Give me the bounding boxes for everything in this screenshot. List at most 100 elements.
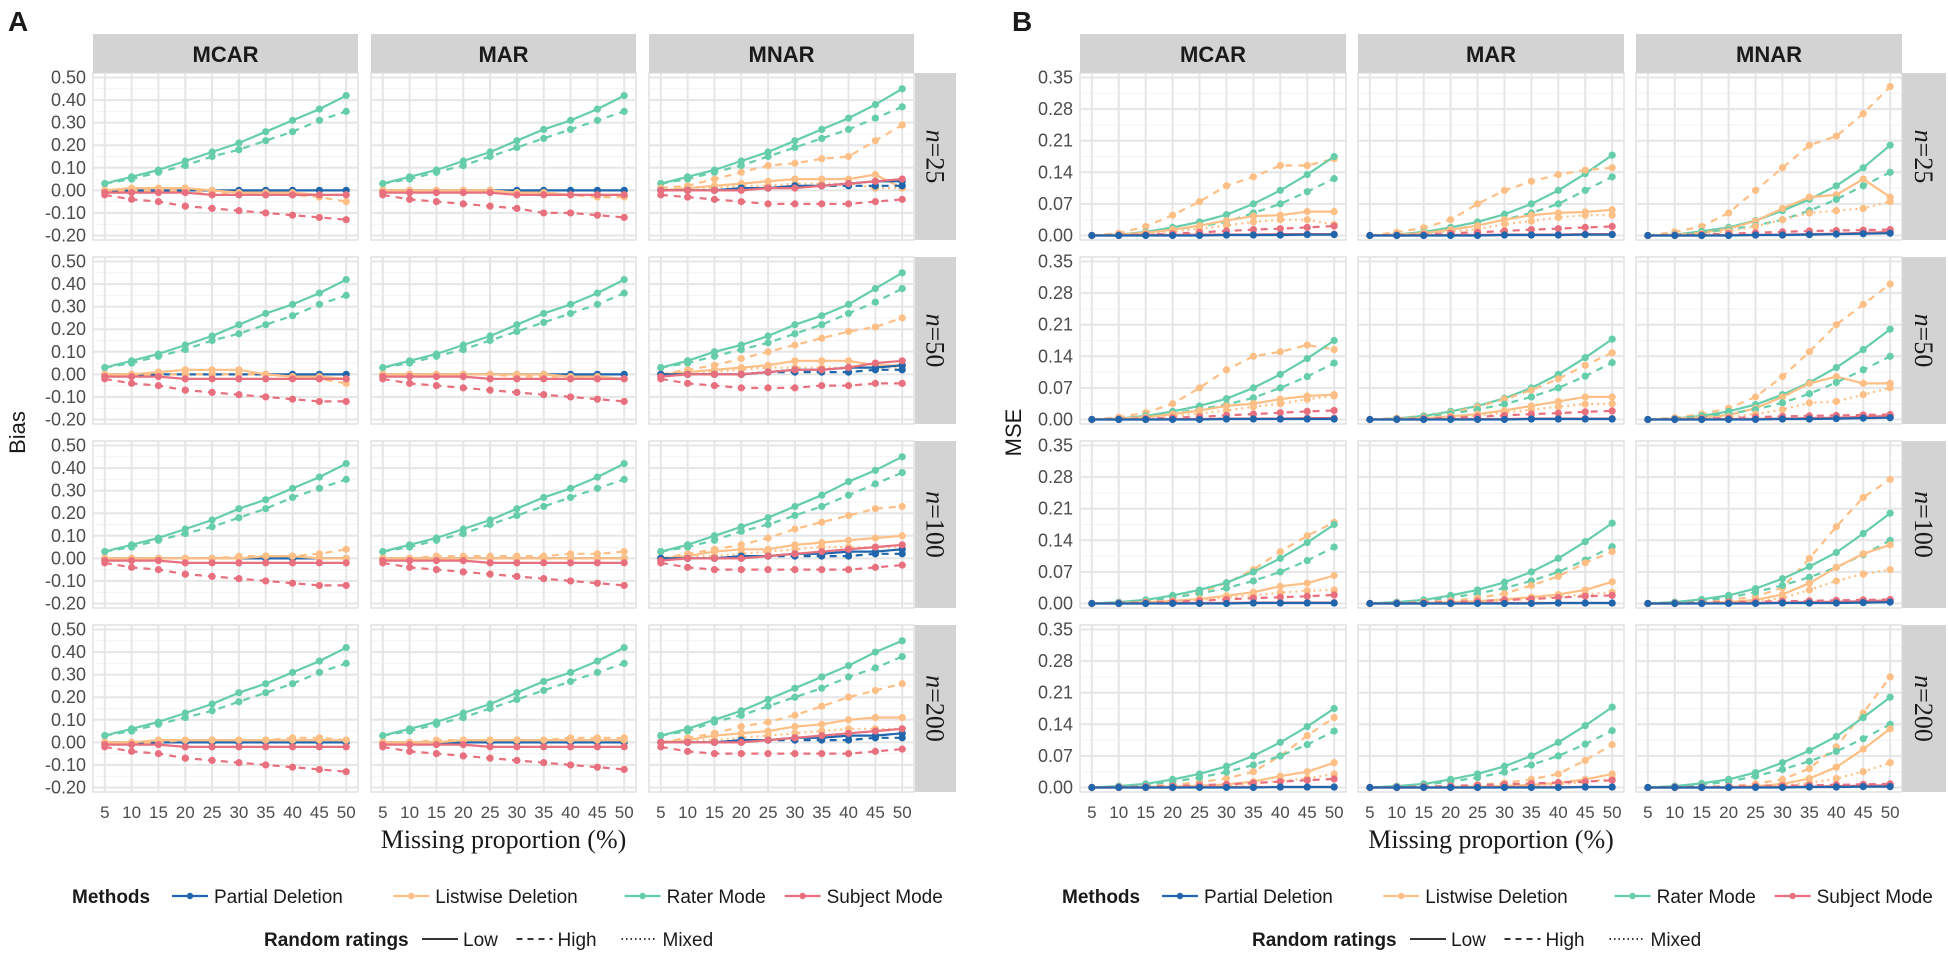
y-tick-label: 0.00	[1038, 777, 1073, 797]
data-point	[593, 484, 601, 492]
data-point	[1276, 778, 1284, 786]
y-tick-label: 0.50	[51, 436, 86, 456]
data-point	[1249, 173, 1257, 181]
legend-method-label: Listwise Deletion	[435, 887, 578, 908]
data-point	[1420, 415, 1428, 424]
data-point	[1249, 415, 1257, 423]
data-point	[844, 693, 853, 701]
data-point	[342, 459, 350, 468]
data-point	[1805, 209, 1813, 217]
facet-panel	[648, 440, 915, 609]
data-point	[1581, 400, 1589, 408]
series-line-rm-low	[660, 271, 903, 369]
data-point	[1832, 182, 1840, 190]
data-point	[235, 698, 243, 706]
data-point	[513, 572, 521, 581]
data-point	[1527, 393, 1535, 401]
y-tick-label: 0.21	[1038, 499, 1073, 519]
data-point	[620, 643, 628, 652]
data-point	[1276, 409, 1284, 417]
y-tick-label: 0.30	[51, 665, 86, 685]
series-line-ld-mixed	[1369, 402, 1613, 421]
data-point	[486, 152, 494, 161]
data-point	[1859, 345, 1867, 354]
data-point	[315, 116, 323, 124]
data-point	[791, 525, 799, 533]
series-line-sm-high	[382, 745, 625, 771]
x-tick-label: 50	[893, 803, 912, 822]
x-tick-label: 10	[1665, 803, 1684, 822]
data-point	[818, 321, 826, 329]
column-strip	[1636, 34, 1902, 73]
data-point	[379, 375, 387, 383]
series-line-pd-low	[1647, 785, 1891, 789]
data-point	[1366, 231, 1374, 240]
legend-method-label: Subject Mode	[1817, 887, 1933, 908]
data-point	[1778, 759, 1787, 767]
y-tick-label: 0.28	[1038, 283, 1073, 303]
data-point	[486, 743, 494, 751]
data-point	[1778, 765, 1787, 774]
data-point	[540, 736, 548, 744]
facet-panel	[1635, 624, 1903, 793]
data-point	[1527, 217, 1535, 225]
data-point	[1330, 543, 1338, 551]
data-point	[737, 384, 745, 392]
data-point	[1169, 599, 1177, 608]
data-point	[208, 516, 216, 524]
data-point	[871, 727, 879, 735]
series-line-rm-high	[104, 294, 347, 369]
data-point	[1115, 231, 1123, 240]
data-point	[406, 563, 414, 571]
series-line-rm-high	[1647, 723, 1891, 789]
data-point	[513, 736, 521, 744]
series-line-rm-high	[660, 471, 903, 553]
data-point	[288, 395, 297, 403]
x-tick-label: 25	[203, 803, 222, 822]
data-point	[1608, 222, 1616, 231]
data-point	[898, 680, 906, 688]
data-point	[315, 734, 323, 742]
data-point	[181, 189, 189, 197]
column-strip	[371, 34, 636, 73]
data-point	[540, 493, 548, 502]
x-tick-label: 5	[656, 803, 665, 822]
data-point	[657, 559, 665, 567]
data-point	[818, 357, 826, 365]
series-line-sm-high	[382, 377, 625, 403]
data-point	[1169, 415, 1177, 424]
series-line-sm-low	[660, 178, 903, 192]
x-tick-label: 15	[427, 803, 446, 822]
series-line-rm-high	[382, 662, 625, 737]
data-point	[566, 559, 575, 567]
data-point	[1859, 745, 1867, 753]
data-point	[1142, 222, 1150, 231]
data-point	[432, 536, 441, 544]
series-line-pd-low	[1369, 233, 1613, 237]
data-point	[1671, 231, 1679, 240]
panel-letter: B	[1012, 6, 1032, 37]
y-tick-label: 0.14	[1038, 530, 1073, 550]
data-point	[791, 502, 799, 511]
data-point	[1169, 211, 1177, 219]
series-line-sm-low	[104, 743, 347, 749]
data-point	[818, 518, 826, 526]
data-point	[1581, 592, 1589, 600]
data-point	[764, 332, 772, 340]
data-point	[1330, 704, 1338, 713]
data-point	[818, 684, 826, 692]
data-point	[791, 159, 799, 167]
data-point	[1393, 599, 1401, 608]
data-point	[513, 204, 521, 213]
data-point	[1608, 164, 1616, 172]
data-point	[620, 559, 628, 567]
data-point	[154, 720, 163, 728]
data-point	[1276, 370, 1284, 378]
data-point	[1473, 200, 1482, 208]
data-point	[764, 184, 772, 192]
data-point	[1195, 783, 1204, 792]
data-point	[1330, 713, 1338, 722]
series-line-rm-low	[382, 94, 625, 185]
data-point	[764, 384, 772, 392]
data-point	[1581, 599, 1589, 607]
